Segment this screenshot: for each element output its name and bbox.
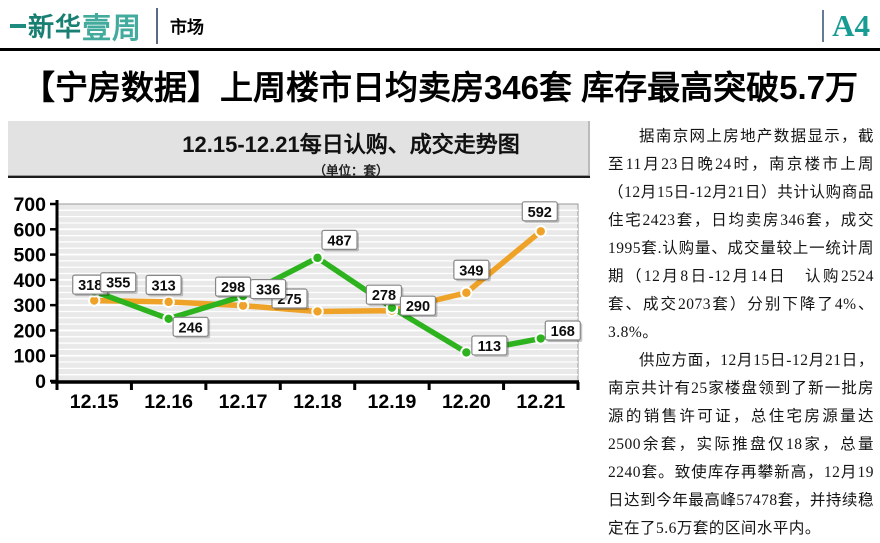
svg-text:318: 318 [78,278,102,294]
svg-text:336: 336 [256,283,280,299]
svg-text:290: 290 [406,299,430,315]
section-label: 市场 [170,18,205,37]
svg-text:12.18: 12.18 [293,391,342,413]
logo-dash-icon [10,23,26,28]
chart-subtitle: （单位：套） [313,164,389,178]
svg-text:313: 313 [152,278,176,294]
article-column: 据南京网上房地产数据显示，截至11月23日晚24时，南京楼市上周（12月15日-… [590,121,880,543]
svg-text:592: 592 [528,205,552,221]
svg-text:300: 300 [13,295,46,317]
headline: 【宁房数据】上周楼市日均卖房346套 库存最高突破5.7万 [21,69,859,106]
chart-separator [8,175,590,178]
svg-text:12.16: 12.16 [144,391,193,413]
svg-text:113: 113 [478,339,501,355]
chart-title: 12.15-12.21每日认购、成交走势图 [182,132,520,157]
svg-text:298: 298 [221,280,245,296]
masthead: 新华 壹周 市场 A4 [0,0,880,47]
svg-text:168: 168 [551,324,575,340]
svg-text:487: 487 [327,233,351,249]
chart: 12.15-12.21每日认购、成交走势图 （单位：套） 0 100 200 300 4… [8,121,590,543]
content-row: 12.15-12.21每日认购、成交走势图 （单位：套） 0 100 200 300 4… [0,121,880,543]
chart-title-band: 12.15-12.21每日认购、成交走势图 （单位：套） [8,121,590,178]
masthead-divider [156,7,159,44]
svg-text:12.17: 12.17 [219,391,268,413]
newspaper-logo: 新华 壹周 [10,5,142,47]
logo-text-secondary: 壹周 [82,12,143,45]
logo-text-primary: 新华 [28,12,83,42]
svg-text:200: 200 [13,320,46,342]
svg-text:278: 278 [372,288,396,304]
page-code-divider [822,9,825,42]
svg-text:12.19: 12.19 [368,391,417,413]
svg-text:349: 349 [459,263,483,279]
svg-text:12.21: 12.21 [516,391,565,413]
article-paragraph: 据南京网上房地产数据显示，截至11月23日晚24时，南京楼市上周（12月15日-… [608,128,874,341]
svg-text:400: 400 [13,270,46,292]
svg-text:100: 100 [13,346,46,368]
svg-text:700: 700 [13,194,46,216]
svg-text:246: 246 [179,320,203,336]
svg-text:12.20: 12.20 [442,391,491,413]
svg-text:600: 600 [13,219,46,241]
masthead-rule [0,48,880,51]
page-code: A4 [832,7,870,43]
article-paragraph: 供应方面，12月15日-12月21日，南京共计有25家楼盘领到了新一批房源的销售… [608,352,874,537]
svg-text:355: 355 [106,276,130,292]
svg-text:0: 0 [35,371,46,393]
svg-text:500: 500 [13,245,46,267]
svg-text:12.15: 12.15 [70,391,119,413]
line-chart-plot: 0 100 200 300 400 500 600 700 12.15 12.16 12.17 12.… [13,194,583,413]
